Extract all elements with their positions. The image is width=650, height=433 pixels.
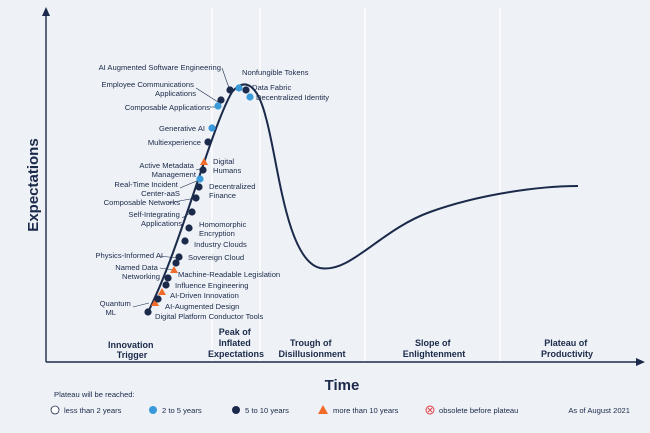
tech-point: [242, 86, 250, 94]
tech-point: [172, 259, 180, 267]
tech-point: [175, 253, 183, 261]
tech-point: [208, 124, 216, 132]
tech-point: [195, 183, 203, 191]
tech-label: Employee Communications Applications: [101, 80, 196, 98]
legend-light-blue-circle-icon: [149, 406, 157, 414]
tech-point: [164, 274, 172, 282]
tech-point: [170, 266, 178, 273]
tech-label: Digital Humans: [213, 157, 241, 175]
x-axis-label: Time: [325, 377, 360, 394]
tech-label: Composable Applications: [125, 103, 210, 112]
phase-label-slope: Slope of Enlightenment: [403, 338, 466, 359]
tech-label: Sovereign Cloud: [188, 253, 244, 262]
tech-label: Active Metadata Management: [139, 161, 196, 179]
tech-label: Named Data Networking: [115, 263, 160, 281]
tech-point: [154, 295, 162, 303]
tech-point: [200, 158, 208, 165]
legend-item-label: more than 10 years: [333, 406, 399, 415]
tech-point: [196, 175, 204, 183]
legend-item-label: obsolete before plateau: [439, 406, 518, 415]
phase-label-plateau: Plateau of Productivity: [541, 338, 593, 359]
tech-label: Decentralized Finance: [209, 182, 258, 200]
tech-point: [226, 86, 234, 94]
tech-point: [144, 308, 152, 316]
tech-point: [204, 138, 212, 146]
tech-label: Quantum ML: [100, 299, 133, 317]
tech-label: Homomorphic Encryption: [199, 220, 248, 238]
tech-point: [181, 237, 189, 245]
tech-label: Composable Networks: [104, 198, 181, 207]
tech-label: Self-Integrating Applications: [128, 210, 182, 228]
legend-triangle-icon: [318, 405, 328, 414]
legend-title: Plateau will be reached:: [54, 390, 135, 399]
tech-point: [235, 84, 243, 92]
technology-labels: AI Augmented Software Engineering Nonfun…: [95, 63, 329, 321]
legend-item-label: 5 to 10 years: [245, 406, 289, 415]
tech-label: Multiexperience: [148, 138, 201, 147]
tech-label: Machine-Readable Legislation: [178, 270, 280, 279]
tech-label: Data Fabric: [252, 83, 291, 92]
phase-label-peak: Peak of Inflated Expectations: [208, 327, 264, 359]
tech-point: [158, 288, 166, 295]
legend-obsolete-x-icon: [425, 405, 435, 415]
tech-point: [214, 102, 222, 110]
tech-label: Industry Clouds: [194, 240, 247, 249]
tech-label: Influence Engineering: [175, 281, 248, 290]
tech-label: Generative AI: [159, 124, 205, 133]
tech-point: [192, 194, 200, 202]
tech-point: [162, 281, 170, 289]
tech-label: Physics-Informed AI: [95, 251, 163, 260]
tech-label: AI Augmented Software Engineering: [99, 63, 221, 72]
tech-label: Nonfungible Tokens: [242, 68, 309, 77]
phase-label-innovation-trigger: Innovation Trigger: [108, 340, 156, 360]
tech-point: [246, 93, 254, 101]
legend: Plateau will be reached: less than 2 yea…: [50, 390, 630, 415]
tech-label: Decentralized Identity: [256, 93, 329, 102]
tech-label: AI-Driven Innovation: [170, 291, 239, 300]
legend-item-label: 2 to 5 years: [162, 406, 202, 415]
legend-dark-circle-icon: [232, 406, 240, 414]
y-axis-label: Expectations: [25, 138, 42, 231]
tech-point: [217, 96, 225, 104]
tech-point: [188, 208, 196, 216]
y-axis-arrow: [42, 7, 50, 16]
legend-open-circle-icon: [50, 405, 60, 415]
as-of-date: As of August 2021: [568, 406, 630, 415]
tech-label: Digital Platform Conductor Tools: [155, 312, 264, 321]
legend-item-label: less than 2 years: [64, 406, 122, 415]
tech-label: AI-Augmented Design: [165, 302, 239, 311]
tech-label: Real-Time Incident Center-aaS: [114, 180, 180, 198]
phase-label-trough: Trough of Disillusionment: [278, 338, 345, 359]
tech-point: [199, 166, 207, 174]
technology-markers: [144, 84, 254, 316]
tech-point: [151, 299, 159, 306]
tech-point: [185, 224, 193, 232]
x-axis-arrow: [636, 358, 645, 366]
